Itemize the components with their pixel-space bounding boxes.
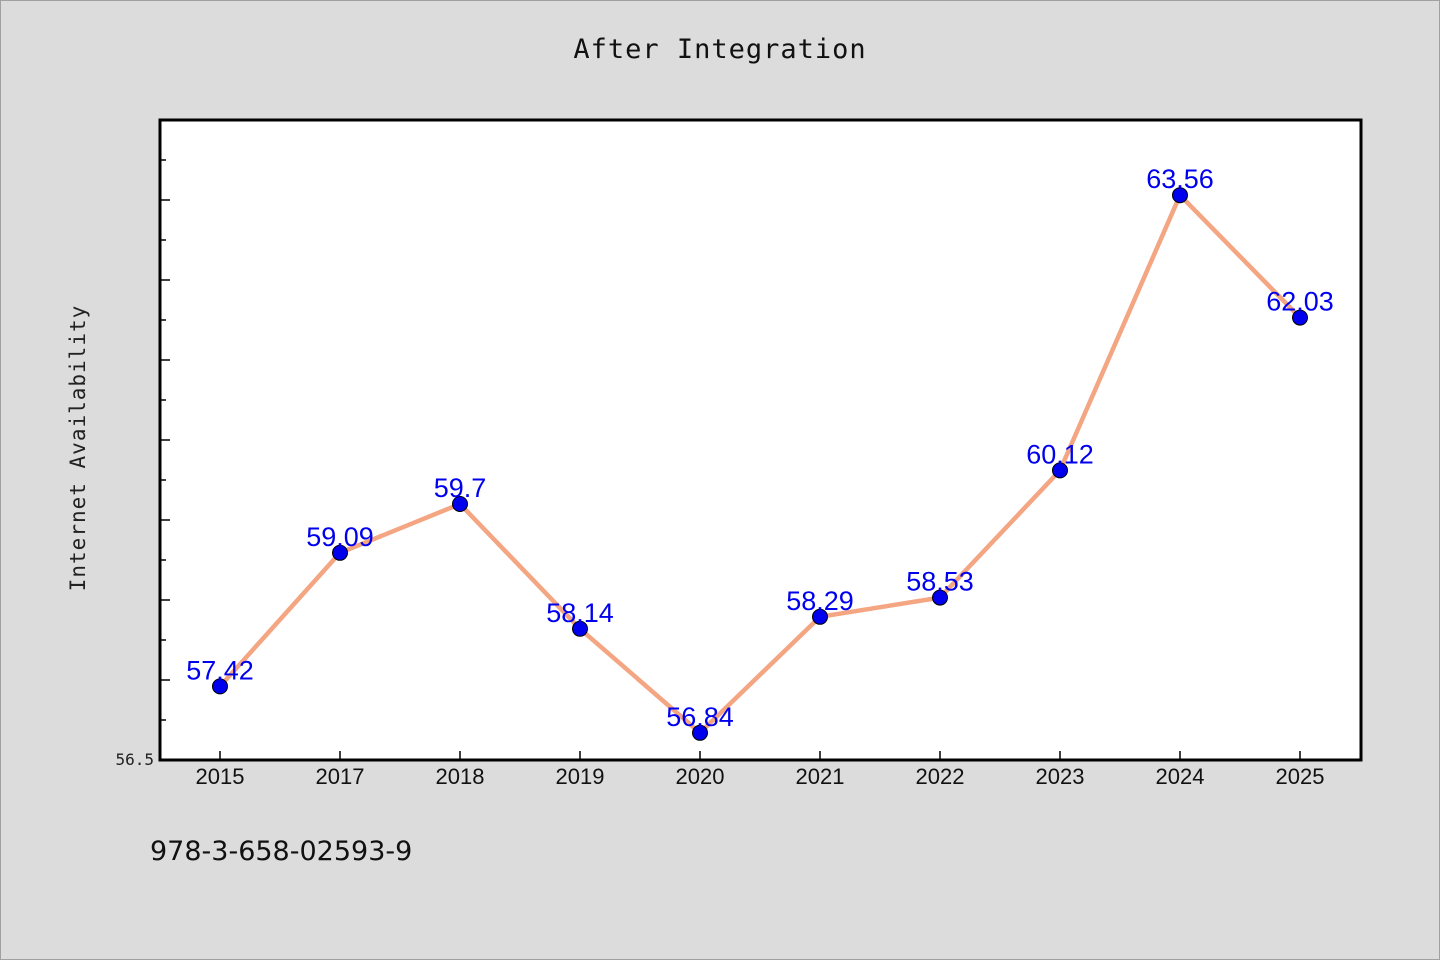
data-label: 62.03	[1266, 287, 1334, 317]
data-label: 58.53	[906, 567, 974, 597]
plot-border	[158, 118, 1363, 762]
x-ticks: 2015 2017 2018 2019 2020 2021 2022 2023 2024 2025	[196, 751, 1325, 789]
isbn-footer: 978-3-658-02593-9	[150, 836, 413, 867]
data-label: 58.14	[546, 598, 614, 628]
series-group: 57.42 59.09 59.7 58.14 56.84 58.29 58.53 60.12 6…	[186, 164, 1334, 741]
data-label: 59.7	[434, 473, 487, 503]
x-tick-label: 2015	[196, 764, 245, 789]
x-tick-label: 2021	[796, 764, 845, 789]
data-point	[1172, 187, 1188, 204]
x-tick-label: 2025	[1276, 764, 1325, 789]
data-label: 59.09	[306, 522, 374, 552]
data-point	[812, 608, 828, 625]
data-point	[572, 620, 588, 637]
x-tick-label: 2020	[676, 764, 725, 789]
plot-area	[160, 120, 1361, 760]
data-point	[1292, 309, 1308, 326]
chart-title: After Integration	[573, 34, 867, 65]
series-line	[217, 192, 1303, 736]
data-point	[692, 724, 708, 741]
y-tick-label: 56.5	[115, 750, 154, 769]
data-point	[932, 589, 948, 606]
data-point	[452, 496, 468, 512]
data-point	[332, 544, 348, 561]
x-tick-label: 2018	[436, 764, 485, 789]
x-tick-label: 2017	[316, 764, 365, 789]
data-label: 63.56	[1146, 164, 1214, 194]
x-tick-label: 2024	[1156, 764, 1205, 789]
data-label: 58.29	[786, 586, 854, 616]
x-tick-label: 2019	[556, 764, 605, 789]
data-label: 57.42	[186, 655, 254, 685]
data-point	[1052, 462, 1068, 479]
x-tick-label: 2023	[1036, 764, 1085, 789]
x-tick-label: 2022	[916, 764, 965, 789]
data-label: 56.84	[666, 702, 734, 732]
data-point	[212, 678, 228, 695]
data-label: 60.12	[1026, 439, 1094, 469]
